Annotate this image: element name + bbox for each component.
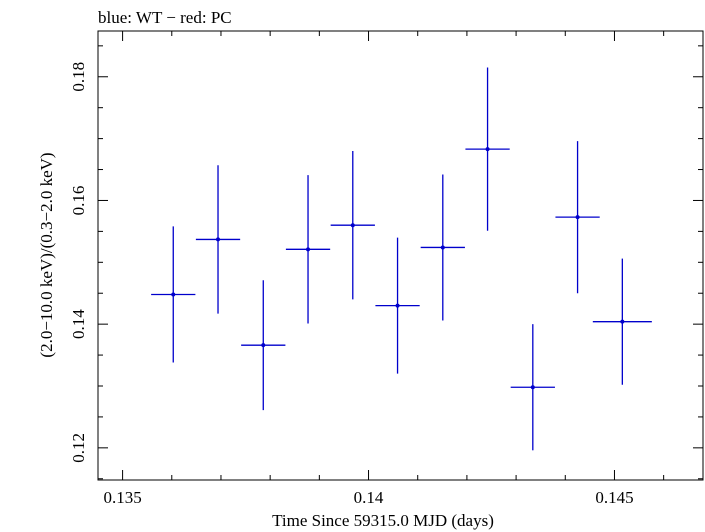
data-point: [285, 175, 331, 324]
point-marker: [575, 215, 580, 220]
x-tick-label: 0.14: [354, 488, 384, 507]
point-marker: [216, 237, 221, 242]
point-marker: [395, 303, 400, 308]
axis-tick-labels: 0.135 0.14 0.145 0.12 0.14 0.16 0.18: [69, 62, 634, 507]
point-marker: [261, 343, 266, 348]
data-point: [375, 237, 420, 374]
y-tick-label: 0.14: [69, 309, 88, 339]
point-marker: [485, 147, 490, 152]
point-marker: [171, 292, 176, 297]
y-tick-label: 0.16: [69, 186, 88, 216]
chart-title: blue: WT − red: PC: [98, 8, 232, 27]
point-marker: [530, 385, 535, 390]
data-point: [555, 141, 600, 294]
data-point: [330, 150, 375, 300]
y-tick-label: 0.18: [69, 62, 88, 92]
point-marker: [350, 223, 355, 228]
point-marker: [620, 319, 625, 324]
x-tick-label: 0.145: [595, 488, 633, 507]
data-point: [510, 324, 555, 451]
x-tick-label: 0.135: [103, 488, 141, 507]
axis-ticks: [98, 31, 703, 480]
data-points: [151, 67, 652, 451]
x-axis-label: Time Since 59315.0 MJD (days): [272, 511, 494, 530]
point-marker: [306, 247, 311, 252]
data-point: [151, 226, 196, 363]
plot-frame: [97, 30, 704, 481]
y-axis-label: (2.0−10.0 keV)/(0.3−2.0 keV): [37, 152, 56, 357]
data-point: [241, 280, 286, 411]
data-point: [195, 165, 241, 314]
data-point: [592, 258, 652, 385]
point-marker: [440, 245, 445, 250]
data-point: [420, 174, 465, 321]
data-point: [465, 67, 510, 231]
y-tick-label: 0.12: [69, 433, 88, 463]
